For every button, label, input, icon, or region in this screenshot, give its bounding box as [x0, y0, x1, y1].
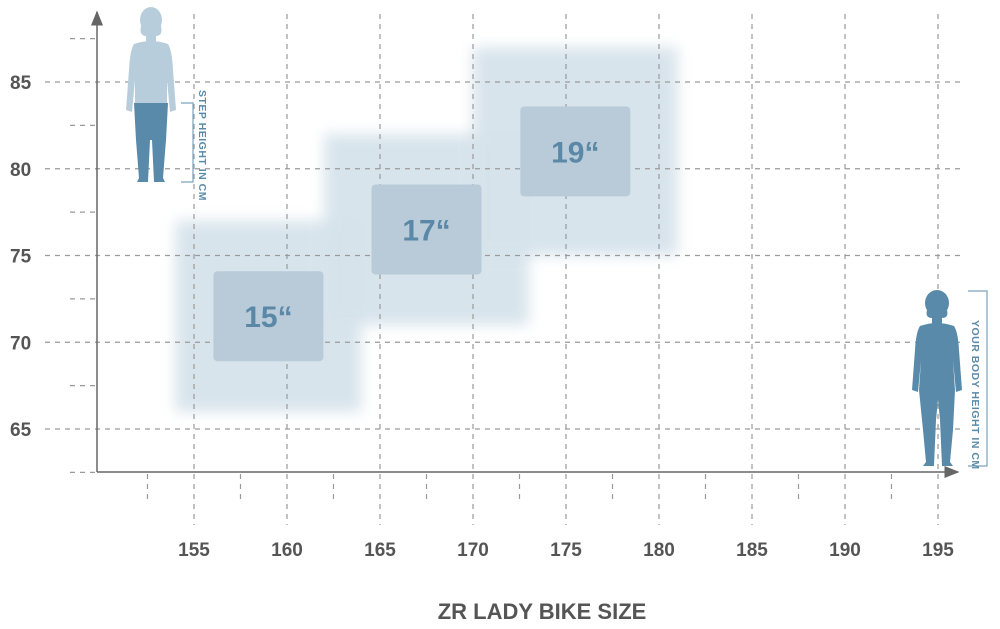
size-box [213, 271, 324, 362]
woman-silhouette-step-height-icon [126, 7, 194, 183]
x-tick-label: 155 [178, 540, 210, 561]
x-axis-label: YOUR BODY HEIGHT IN CM [969, 320, 981, 470]
size-label: 19“ [551, 136, 599, 169]
chart-title: ZR LADY BIKE SIZE [438, 599, 647, 624]
x-tick-label: 190 [829, 540, 861, 561]
x-tick-label: 180 [643, 540, 675, 561]
x-tick-label: 195 [922, 540, 954, 561]
y-tick-label: 85 [10, 73, 32, 94]
y-axis-label: STEP HEIGHT IN CM [196, 90, 208, 201]
y-tick-label: 65 [10, 420, 32, 441]
body-height-bracket [968, 290, 988, 467]
size-boxes: 15“ 17“ 19“ [213, 106, 631, 362]
x-tick-label: 175 [550, 540, 582, 561]
size-box [371, 184, 482, 275]
x-tick-label: 165 [364, 540, 396, 561]
y-tick-label: 75 [10, 247, 32, 268]
size-label: 15“ [244, 301, 292, 334]
y-tick-label: 80 [10, 160, 31, 181]
x-tick-label: 160 [271, 540, 303, 561]
size-label: 17“ [402, 214, 450, 247]
y-tick-label: 70 [10, 333, 31, 354]
woman-silhouette-body-height-icon [912, 290, 962, 466]
axes [91, 10, 960, 478]
grid [45, 14, 960, 525]
tick-labels: 155 160 165 170 175 180 185 190 195 65 70 75 80 85 [10, 73, 954, 561]
x-tick-label: 185 [736, 540, 768, 561]
size-box [520, 106, 631, 197]
x-tick-label: 170 [457, 540, 489, 561]
